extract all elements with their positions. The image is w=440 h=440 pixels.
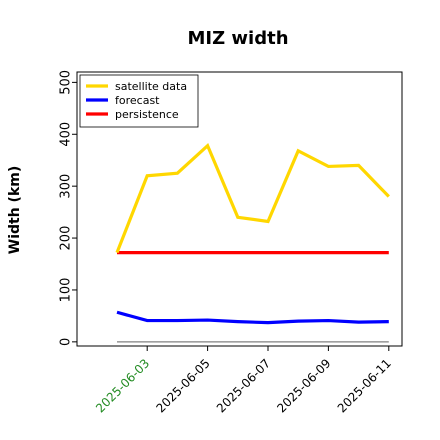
- y-tick-label: 500: [59, 70, 74, 95]
- y-axis-label: Width (km): [7, 166, 23, 255]
- legend-label: persistence: [115, 108, 179, 121]
- series-line-forecast: [116, 310, 389, 325]
- series-line-satellite-data: [115, 142, 390, 254]
- y-tick-label: 200: [59, 226, 74, 251]
- y-tick-label: 0: [59, 338, 74, 346]
- axes-frame: [76, 71, 403, 347]
- y-tick-label: 100: [59, 278, 74, 303]
- y-tick-label: 300: [59, 174, 74, 199]
- y-tick-label: 400: [59, 122, 74, 147]
- legend-label: forecast: [115, 94, 160, 107]
- legend-label: satellite data: [115, 80, 187, 93]
- chart-title: MIZ width: [187, 28, 288, 49]
